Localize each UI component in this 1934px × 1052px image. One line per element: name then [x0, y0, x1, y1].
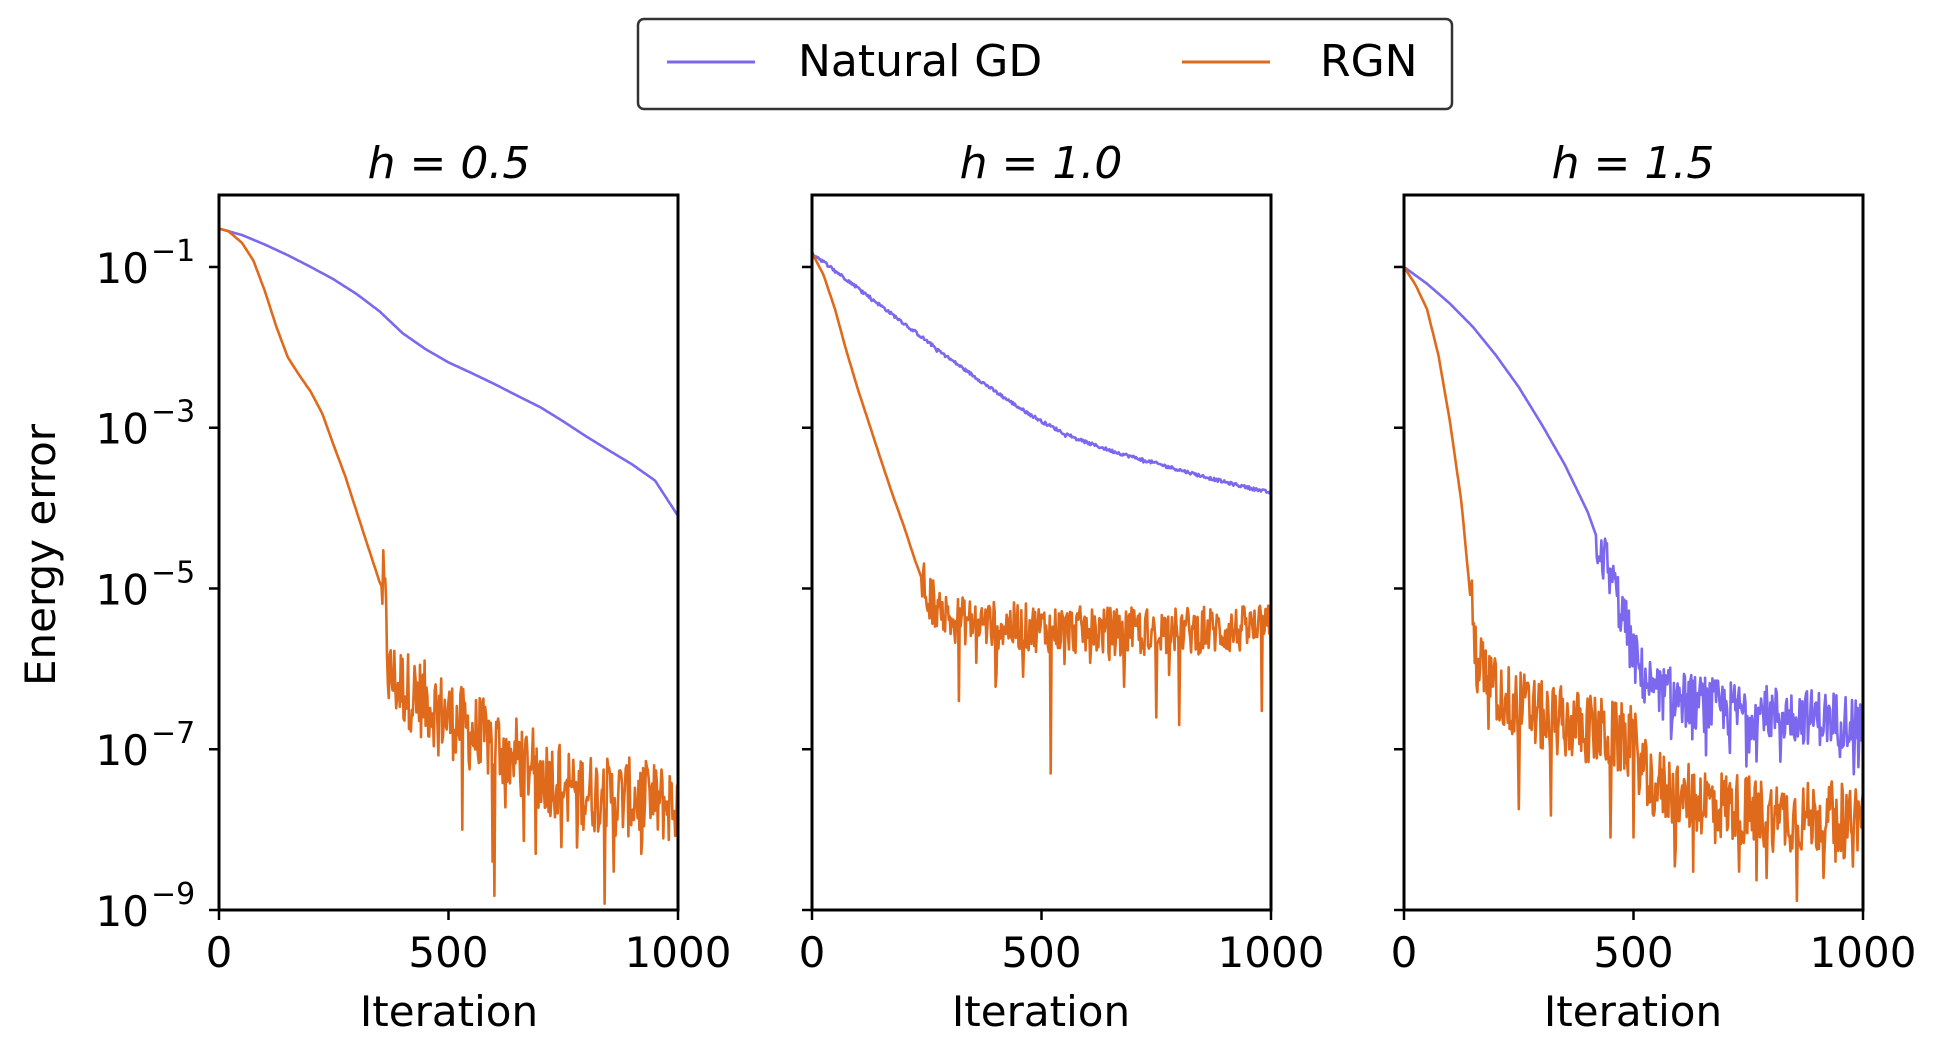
legend: Natural GD RGN	[636, 17, 1454, 111]
x-axis-label: Iteration	[360, 987, 538, 1036]
plot-lines	[1404, 265, 1863, 903]
x-tick-label: 0	[1391, 928, 1418, 977]
y-tick-exponent: −3	[151, 395, 195, 430]
y-tick-exponent: −9	[151, 877, 195, 912]
ticks: 0 500 1000	[799, 265, 1325, 977]
x-tick-label: 1000	[1218, 928, 1325, 977]
series-line-natural-gd	[812, 250, 1271, 495]
y-tick-label: 10	[96, 405, 149, 454]
legend-label-rgn: RGN	[1320, 36, 1418, 87]
x-tick-label: 500	[1593, 928, 1673, 977]
y-tick-label: 10	[96, 726, 149, 775]
x-axis-label: Iteration	[1544, 987, 1722, 1036]
x-tick-label: 0	[799, 928, 826, 977]
panel-title: h = 0.5	[368, 138, 531, 189]
series-line-rgn	[219, 227, 678, 905]
panel-h-1-0: h = 1.0 0 500 1000 Iteration	[799, 138, 1325, 1036]
plot-lines	[812, 250, 1271, 775]
x-axis-label: Iteration	[952, 987, 1130, 1036]
x-tick-label: 500	[1001, 928, 1081, 977]
y-tick-exponent: −1	[151, 234, 195, 269]
panel-h-1-5: h = 1.5 0 500 1000 Iteration	[1391, 138, 1917, 1036]
y-tick-exponent: −5	[151, 555, 195, 590]
plot-lines	[219, 227, 678, 905]
x-tick-label: 0	[206, 928, 233, 977]
series-line-natural-gd	[219, 227, 678, 517]
x-tick-label: 500	[408, 928, 488, 977]
panel-title: h = 1.5	[1552, 138, 1715, 189]
series-line-natural-gd	[1404, 265, 1863, 776]
series-line-rgn	[1404, 266, 1863, 903]
y-tick-label: 10	[96, 244, 149, 293]
x-tick-label: 1000	[625, 928, 732, 977]
y-axis-label: Energy error	[16, 423, 65, 686]
axes-frame	[217, 193, 680, 912]
y-tick-label: 10	[96, 565, 149, 614]
ticks: 0 500 1000	[1391, 265, 1917, 977]
y-tick-label: 10	[96, 887, 149, 936]
panel-title: h = 1.0	[960, 138, 1123, 189]
legend-box	[636, 17, 1454, 111]
y-tick-exponent: −7	[151, 716, 195, 751]
legend-label-natural-gd: Natural GD	[798, 36, 1042, 87]
series-line-rgn	[812, 252, 1271, 775]
axes-frame	[810, 193, 1273, 912]
x-tick-label: 1000	[1810, 928, 1917, 977]
